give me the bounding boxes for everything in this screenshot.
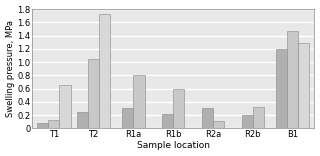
Bar [298, 44, 309, 128]
Bar [99, 14, 110, 128]
Bar [242, 115, 253, 128]
Bar [173, 89, 184, 128]
Bar [48, 120, 60, 128]
Bar [253, 107, 264, 128]
Y-axis label: Swelling pressure, MPa: Swelling pressure, MPa [5, 20, 14, 117]
Bar [133, 75, 145, 128]
Bar [213, 121, 224, 128]
Bar [287, 31, 298, 128]
Bar [88, 59, 99, 128]
Bar [276, 49, 287, 128]
Bar [77, 112, 88, 128]
X-axis label: Sample location: Sample location [137, 141, 210, 150]
Bar [60, 85, 71, 128]
Bar [122, 108, 133, 128]
Bar [202, 108, 213, 128]
Bar [37, 123, 48, 128]
Bar [162, 114, 173, 128]
